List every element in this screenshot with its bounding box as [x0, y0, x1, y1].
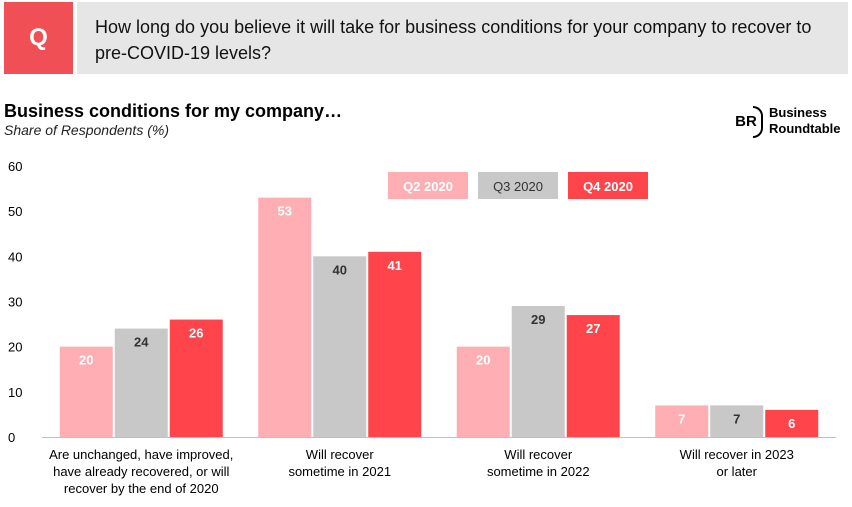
bar	[258, 197, 312, 437]
x-category-label: Will recover sometime in 2022	[487, 447, 590, 479]
bar	[655, 405, 709, 437]
bar	[566, 315, 620, 437]
legend-swatch	[478, 172, 558, 199]
legend-swatch	[388, 172, 468, 199]
bar	[114, 328, 168, 437]
y-tick-label: 20	[8, 340, 22, 355]
bar	[511, 306, 565, 437]
data-label: 24	[134, 335, 149, 350]
logo-line-1: Business	[769, 105, 827, 120]
logo-line-2: Roundtable	[769, 121, 841, 136]
x-category-label-line: have already recovered, or will	[53, 464, 229, 479]
legend-label: Q3 2020	[493, 179, 543, 194]
bar	[169, 319, 223, 437]
chart-subtitle: Share of Respondents (%)	[4, 122, 169, 138]
y-tick-label: 60	[8, 159, 22, 174]
legend-label: Q2 2020	[403, 179, 453, 194]
legend-label: Q4 2020	[583, 179, 633, 194]
bar	[456, 346, 510, 437]
chart-title: Business conditions for my company…	[4, 101, 343, 121]
x-category-label: Will recover sometime in 2021	[288, 447, 391, 479]
business-roundtable-logo: BR Business Roundtable	[731, 104, 849, 144]
bar	[368, 251, 422, 437]
x-category-label-line: Will recover	[306, 447, 375, 462]
x-category-label-line: Are unchanged, have improved,	[49, 447, 233, 462]
y-tick-label: 30	[8, 295, 22, 310]
data-label: 6	[788, 416, 795, 431]
data-label: 7	[678, 411, 685, 426]
question-text: How long do you believe it will take for…	[77, 2, 848, 74]
data-label: 29	[531, 312, 545, 327]
bar	[313, 256, 367, 437]
data-label: 20	[79, 353, 93, 368]
bar	[765, 409, 819, 437]
legend-swatch	[568, 172, 648, 199]
data-label: 40	[333, 262, 347, 277]
x-category-label-line: or later	[717, 464, 758, 479]
x-category-label-line: sometime in 2022	[487, 464, 590, 479]
data-label: 7	[733, 411, 740, 426]
data-label: 26	[189, 326, 203, 341]
logo-mark: BR	[735, 113, 757, 130]
x-category-label-line: Will recover	[504, 447, 573, 462]
x-category-label-line: recover by the end of 2020	[64, 481, 219, 496]
y-tick-label: 50	[8, 204, 22, 219]
bar	[59, 346, 113, 437]
data-label: 20	[476, 353, 490, 368]
bar	[710, 405, 764, 437]
y-tick-label: 10	[8, 385, 22, 400]
data-label: 27	[586, 321, 600, 336]
x-category-label: Will recover in 2023 or later	[680, 447, 794, 479]
y-tick-label: 0	[8, 430, 15, 445]
logo-text: Business Roundtable	[769, 105, 841, 137]
y-tick-label: 40	[8, 249, 22, 264]
x-category-label: Are unchanged, have improved, have alread…	[49, 447, 233, 496]
x-category-label-line: sometime in 2021	[288, 464, 391, 479]
data-label: 41	[388, 258, 402, 273]
x-category-label-line: Will recover in 2023	[680, 447, 794, 462]
data-label: 53	[278, 204, 292, 219]
question-badge: Q	[4, 2, 73, 74]
